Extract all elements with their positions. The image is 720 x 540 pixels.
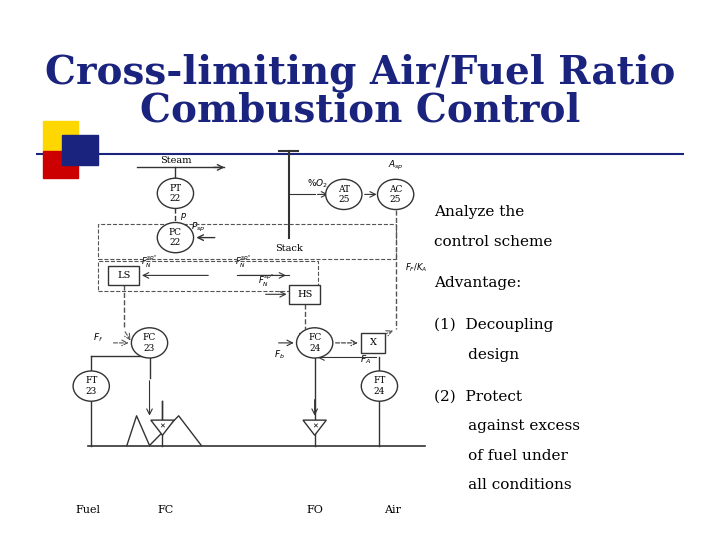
FancyBboxPatch shape [108, 266, 139, 285]
Text: FC: FC [158, 505, 174, 515]
Text: p: p [180, 212, 185, 220]
Bar [42, 122, 78, 151]
Text: $A_{sp}$: $A_{sp}$ [388, 159, 403, 172]
Circle shape [157, 178, 194, 208]
Text: AT
25: AT 25 [338, 185, 350, 204]
Bar [42, 151, 78, 178]
Text: Combustion Control: Combustion Control [140, 92, 580, 130]
Text: $F_F/K_A$: $F_F/K_A$ [405, 261, 428, 274]
Text: FT
24: FT 24 [373, 376, 386, 396]
Circle shape [73, 371, 109, 401]
Text: FT
23: FT 23 [85, 376, 97, 396]
Text: Analyze the: Analyze the [434, 205, 525, 219]
Circle shape [325, 179, 362, 210]
Text: Advantage:: Advantage: [434, 276, 522, 291]
Text: LS: LS [117, 271, 130, 280]
Text: HS: HS [297, 290, 312, 299]
Circle shape [377, 179, 414, 210]
Text: (2)  Protect: (2) Protect [434, 389, 523, 403]
Text: Stack: Stack [275, 244, 302, 253]
Text: ✕: ✕ [160, 423, 166, 430]
Bar [62, 135, 98, 165]
Text: FC
23: FC 23 [143, 333, 156, 353]
Text: design: design [434, 348, 520, 362]
Text: $F_b$: $F_b$ [274, 348, 284, 361]
Text: Fuel: Fuel [76, 505, 101, 515]
Text: Air: Air [384, 505, 401, 515]
Text: $\%O_2$: $\%O_2$ [307, 177, 328, 190]
Text: $F_N^{sp''}$: $F_N^{sp''}$ [258, 273, 274, 289]
Text: $P_{sp}$: $P_{sp}$ [191, 221, 205, 234]
Text: AC
25: AC 25 [389, 185, 402, 204]
Text: Steam: Steam [160, 156, 192, 165]
Text: against excess: against excess [434, 419, 580, 433]
FancyBboxPatch shape [361, 333, 385, 353]
Text: Cross-limiting Air/Fuel Ratio: Cross-limiting Air/Fuel Ratio [45, 53, 675, 92]
Text: ✕: ✕ [312, 423, 318, 430]
Circle shape [297, 328, 333, 358]
Text: control scheme: control scheme [434, 235, 553, 249]
Text: FC
24: FC 24 [308, 333, 321, 353]
Text: $F_A$: $F_A$ [359, 354, 371, 366]
Text: X: X [369, 339, 377, 347]
Circle shape [157, 222, 194, 253]
Text: $F_N^{sp''}$: $F_N^{sp''}$ [235, 254, 252, 270]
Polygon shape [303, 420, 326, 435]
Text: of fuel under: of fuel under [434, 449, 568, 463]
Text: PT
22: PT 22 [169, 184, 181, 203]
FancyBboxPatch shape [289, 285, 320, 304]
Text: (1)  Decoupling: (1) Decoupling [434, 318, 554, 333]
Text: $F_N^{sp''}$: $F_N^{sp''}$ [141, 254, 158, 270]
Circle shape [361, 371, 397, 401]
Text: FO: FO [306, 505, 323, 515]
Text: PC
22: PC 22 [169, 228, 182, 247]
Polygon shape [150, 420, 174, 435]
Circle shape [131, 328, 168, 358]
Text: $F_f$: $F_f$ [93, 331, 103, 344]
Text: all conditions: all conditions [434, 478, 572, 492]
